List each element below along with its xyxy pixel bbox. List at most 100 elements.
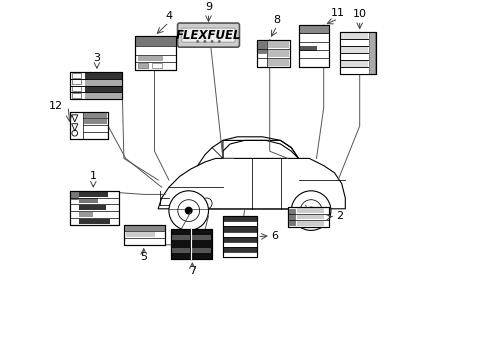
Bar [191, 248, 210, 253]
Text: 8: 8 [273, 15, 280, 25]
Bar [72, 86, 81, 91]
Bar [70, 112, 107, 139]
Bar [191, 229, 210, 234]
Circle shape [184, 207, 192, 215]
Bar [70, 191, 118, 225]
Bar [72, 73, 81, 78]
Bar [257, 40, 289, 67]
Bar [298, 25, 328, 67]
Bar [257, 40, 289, 67]
Bar [267, 41, 288, 48]
Bar [267, 50, 288, 57]
Bar [368, 32, 374, 74]
Bar [171, 254, 189, 259]
Text: 11: 11 [330, 8, 345, 18]
Bar [296, 221, 323, 226]
Bar [84, 92, 122, 99]
Bar [223, 216, 257, 221]
Bar [287, 207, 328, 227]
Bar [223, 231, 257, 237]
Bar [288, 209, 295, 225]
Bar [339, 53, 367, 60]
Bar [223, 247, 257, 252]
Bar [223, 252, 257, 257]
Text: 4: 4 [165, 11, 172, 21]
Bar [79, 205, 105, 210]
Bar [171, 235, 189, 240]
Bar [79, 192, 108, 197]
Bar [339, 32, 375, 74]
Text: 3: 3 [93, 53, 100, 63]
Bar [123, 225, 165, 231]
Bar [71, 192, 78, 199]
Text: 7: 7 [188, 266, 196, 276]
Bar [267, 59, 288, 66]
Bar [171, 248, 189, 253]
Bar [223, 242, 257, 247]
Bar [296, 208, 323, 212]
Bar [191, 254, 210, 259]
Bar [339, 67, 367, 74]
Bar [123, 225, 165, 245]
Bar [339, 46, 367, 53]
Bar [123, 225, 165, 245]
Bar [84, 79, 122, 86]
Bar [79, 219, 110, 224]
Bar [152, 63, 162, 68]
Bar [126, 232, 155, 237]
Bar [171, 229, 189, 234]
Bar [70, 72, 122, 99]
Bar [84, 132, 106, 138]
Bar [223, 216, 257, 257]
Circle shape [291, 191, 330, 230]
Bar [258, 41, 265, 53]
Text: 10: 10 [352, 9, 366, 19]
Bar [72, 93, 81, 98]
Text: 6: 6 [271, 231, 278, 241]
Text: 12: 12 [48, 101, 62, 111]
Bar [298, 25, 328, 34]
Bar [296, 215, 323, 219]
Bar [84, 125, 106, 131]
Bar [171, 242, 189, 247]
Bar [70, 191, 118, 225]
Bar [287, 207, 328, 227]
Bar [223, 237, 257, 242]
Bar [191, 235, 210, 240]
Text: 9: 9 [204, 2, 212, 12]
FancyBboxPatch shape [182, 28, 235, 42]
Bar [72, 80, 81, 85]
Text: 5: 5 [140, 252, 147, 262]
Circle shape [168, 191, 208, 230]
Bar [223, 221, 257, 226]
Bar [70, 112, 107, 139]
Bar [84, 86, 122, 92]
Bar [298, 25, 328, 67]
Circle shape [196, 40, 199, 43]
Bar [170, 229, 212, 259]
Bar [223, 216, 257, 257]
FancyBboxPatch shape [177, 23, 239, 47]
Bar [134, 36, 176, 46]
Bar [223, 226, 257, 231]
Bar [138, 56, 163, 60]
Text: FLEXFUEL: FLEXFUEL [175, 28, 241, 42]
Bar [191, 242, 210, 247]
Bar [339, 60, 367, 67]
Bar [170, 229, 212, 259]
Bar [79, 198, 98, 203]
Bar [84, 119, 106, 124]
Circle shape [203, 40, 206, 43]
Bar [339, 39, 367, 46]
Bar [79, 212, 93, 217]
Circle shape [210, 40, 213, 43]
Circle shape [218, 40, 220, 43]
Bar [138, 63, 148, 68]
Bar [84, 72, 122, 79]
Text: 1: 1 [90, 171, 97, 181]
Bar [339, 32, 375, 74]
Bar [134, 36, 176, 70]
Bar [300, 46, 317, 51]
Circle shape [306, 207, 314, 215]
Bar [134, 36, 176, 70]
